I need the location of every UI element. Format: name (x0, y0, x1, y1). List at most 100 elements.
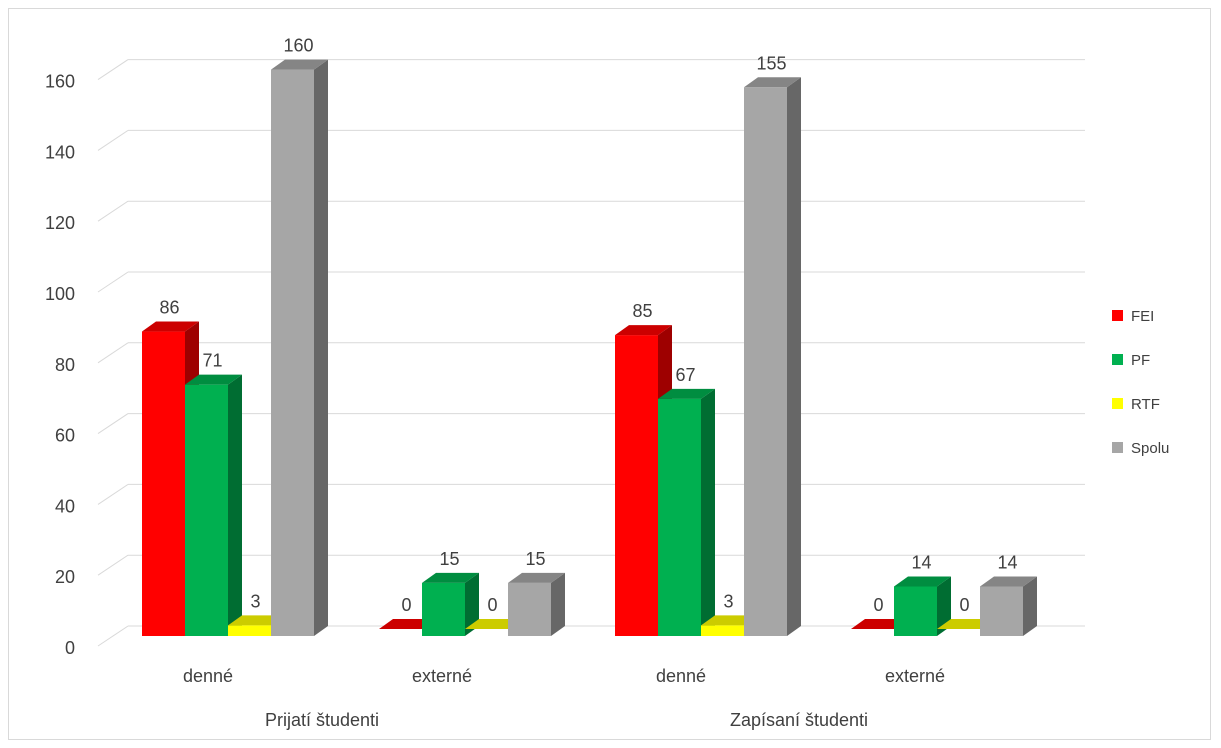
y-tick-label: 140 (45, 142, 75, 162)
gridline-slant (97, 200, 129, 222)
legend-label: PF (1131, 352, 1150, 369)
bar-top (228, 615, 285, 626)
x-category-label: externé (885, 666, 945, 686)
bar-side (1023, 576, 1037, 636)
data-label: 0 (873, 595, 883, 615)
bar-rtf-3 (937, 619, 994, 629)
legend-label: Spolu (1131, 440, 1169, 457)
data-label: 0 (487, 595, 497, 615)
bar-front (271, 69, 314, 637)
data-label: 14 (997, 552, 1017, 572)
data-label: 3 (723, 591, 733, 611)
bar-top (980, 576, 1037, 587)
y-tick-label: 0 (65, 638, 75, 658)
bar-side (228, 374, 242, 636)
bar-side (937, 576, 951, 636)
gridline-slant (97, 129, 129, 151)
legend: FEI PF RTF Spolu (1112, 308, 1169, 457)
bar-top (465, 619, 522, 629)
bar-top (894, 576, 951, 587)
gridline-slant (97, 342, 129, 364)
bar-front (422, 582, 465, 636)
y-tick-label: 40 (55, 496, 75, 516)
bar-front (185, 384, 228, 636)
data-label: 15 (439, 549, 459, 569)
data-label: 71 (202, 351, 222, 371)
gridline-slant (97, 625, 129, 647)
bar-front (894, 586, 937, 636)
bar-front (228, 625, 271, 636)
data-label: 0 (401, 595, 411, 615)
data-label: 160 (283, 36, 313, 56)
bar-pf-0 (185, 374, 242, 636)
bar-rtf-1 (465, 619, 522, 629)
bar-side (465, 572, 479, 636)
bar-side (701, 388, 715, 636)
bar-front (142, 331, 185, 636)
x-group-label: Zapísaní študenti (730, 710, 868, 730)
bar-spolu-3 (980, 576, 1037, 636)
data-label: 0 (959, 595, 969, 615)
y-tick-label: 100 (45, 284, 75, 304)
data-label: 86 (159, 298, 179, 318)
bar-front (615, 335, 658, 636)
legend-entry-fei: FEI (1112, 308, 1154, 325)
bar-top (851, 619, 908, 629)
bar-spolu-2 (744, 77, 801, 637)
legend-entry-spolu: Spolu (1112, 440, 1169, 457)
bar-front (980, 586, 1023, 636)
data-label: 155 (756, 53, 786, 73)
bar-front (658, 398, 701, 636)
bar-top (508, 572, 565, 583)
bar-front (701, 625, 744, 636)
bar-side (787, 77, 801, 637)
bar-pf-3 (894, 576, 951, 636)
bar-spolu-0 (271, 59, 328, 637)
bar-side (551, 572, 565, 636)
gridline-slant (97, 483, 129, 505)
bar-top (185, 374, 242, 385)
y-axis-ticks: 0 20 40 60 80 100 120 140 160 (45, 72, 75, 658)
gridline-slant (97, 271, 129, 293)
bar-top (379, 619, 436, 629)
y-tick-label: 80 (55, 355, 75, 375)
y-tick-label: 20 (55, 567, 75, 587)
bar-front (508, 582, 551, 636)
x-category-label: denné (656, 666, 706, 686)
legend-label: RTF (1131, 396, 1160, 413)
legend-swatch (1112, 354, 1123, 365)
bar-top (744, 77, 801, 88)
bar-front (744, 87, 787, 637)
bar-top (142, 321, 199, 332)
x-category-label: denné (183, 666, 233, 686)
bar-top (422, 572, 479, 583)
x-group-label: Prijatí študenti (265, 710, 379, 730)
bars (142, 59, 1037, 637)
gridline-slant (97, 413, 129, 435)
bar-top (658, 388, 715, 399)
bar-pf-2 (658, 388, 715, 636)
bar-fei-1 (379, 619, 436, 629)
x-axis-categories: denné externé denné externé (183, 666, 945, 686)
x-category-label: externé (412, 666, 472, 686)
data-label: 3 (250, 591, 260, 611)
gridlines (97, 59, 1085, 647)
data-label: 14 (911, 552, 931, 572)
bar-top (271, 59, 328, 70)
y-tick-label: 120 (45, 213, 75, 233)
x-axis-groups: Prijatí študenti Zapísaní študenti (265, 710, 868, 730)
bar-spolu-1 (508, 572, 565, 636)
bar-side (314, 59, 328, 637)
legend-entry-pf: PF (1112, 352, 1150, 369)
data-labels: 86 71 3 160 0 15 0 15 85 67 3 155 0 14 0 14 (159, 36, 1017, 615)
y-tick-label: 160 (45, 72, 75, 92)
data-label: 67 (675, 365, 695, 385)
legend-swatch (1112, 310, 1123, 321)
y-tick-label: 60 (55, 426, 75, 446)
data-label: 85 (632, 301, 652, 321)
bar-top (937, 619, 994, 629)
gridline-slant (97, 59, 129, 81)
bar-pf-1 (422, 572, 479, 636)
data-label: 15 (525, 549, 545, 569)
